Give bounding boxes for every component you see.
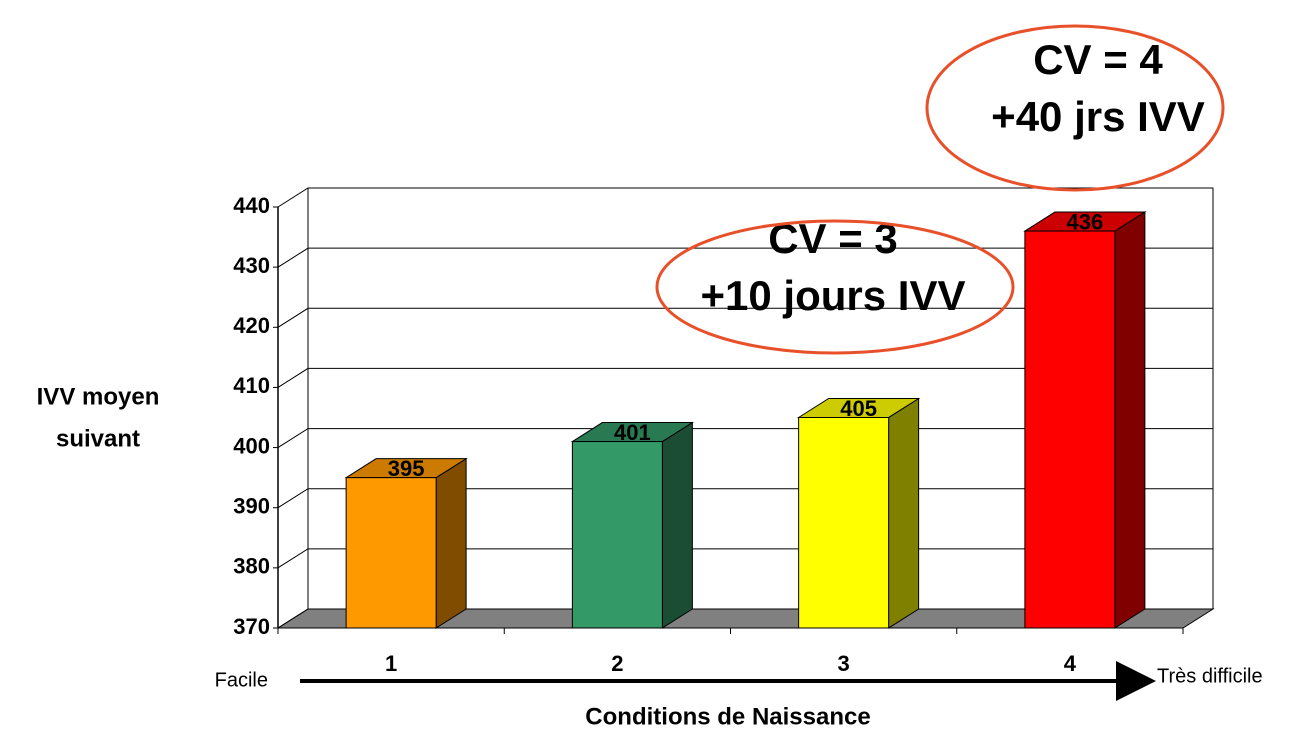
callout-text: CV = 4 [1033, 36, 1163, 83]
grid-line [277, 307, 1213, 328]
y-tick-label: 420 [233, 313, 270, 338]
x-tick-label: 3 [838, 651, 850, 676]
y-tick-label: 410 [233, 373, 270, 398]
bar-side [1114, 211, 1146, 629]
y-tick-label: 380 [233, 554, 270, 579]
bar [1024, 230, 1116, 629]
callout-text: +10 jours IVV [701, 272, 966, 319]
x-end-label: Très difficile [1157, 665, 1263, 687]
bar-side [888, 397, 920, 629]
y-tick-label: 400 [233, 433, 270, 458]
x-tick-label: 1 [385, 651, 397, 676]
grid-line [277, 247, 1213, 268]
bar [345, 477, 437, 629]
x-start-label: Facile [215, 669, 268, 691]
grid-line [277, 187, 1213, 208]
callout-text: +40 jrs IVV [991, 93, 1205, 140]
bar [798, 417, 890, 629]
bar-side [661, 421, 693, 629]
x-tick-label: 4 [1064, 651, 1077, 676]
y-axis-title: IVV moyen [37, 383, 160, 410]
y-tick-label: 370 [233, 614, 270, 639]
x-tick-label: 2 [611, 651, 623, 676]
bar [571, 441, 663, 629]
grid-line [277, 367, 1213, 388]
bar-side [435, 457, 467, 629]
y-tick-label: 440 [233, 193, 270, 218]
value-label: 436 [1067, 209, 1104, 234]
value-label: 395 [388, 456, 425, 481]
callout-ellipse [655, 219, 1015, 355]
x-axis-title: Conditions de Naissance [585, 703, 870, 729]
y-tick-label: 430 [233, 253, 270, 278]
value-label: 401 [614, 420, 651, 445]
y-axis-title: suivant [56, 425, 140, 452]
y-tick-label: 390 [233, 494, 270, 519]
value-label: 405 [840, 396, 877, 421]
callout-ellipse [925, 24, 1225, 192]
